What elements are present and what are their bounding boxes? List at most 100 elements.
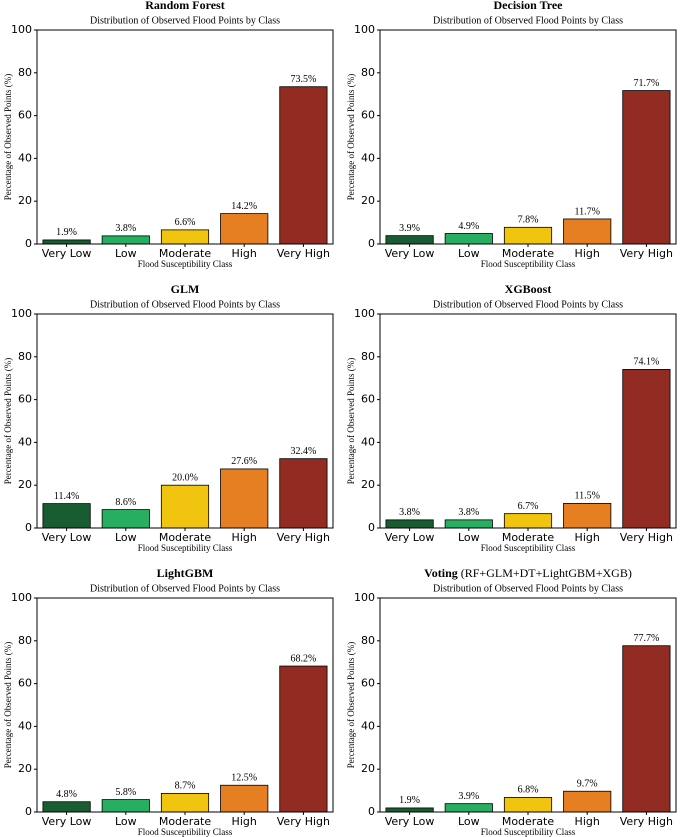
x-tick-label: Moderate (159, 531, 212, 544)
y-tick-label: 80 (361, 66, 375, 79)
y-tick-label: 80 (18, 634, 32, 647)
y-tick-label: 100 (11, 591, 32, 604)
y-axis-label: Percentage of Observed Points (%) (3, 358, 13, 484)
title-main: Decision Tree (494, 0, 564, 12)
y-tick-label: 100 (11, 307, 32, 320)
value-label: 68.2% (290, 653, 316, 664)
x-tick-label: Very Low (42, 247, 92, 260)
bar (220, 468, 269, 529)
y-axis-label: Percentage of Observed Points (%) (3, 642, 13, 768)
x-tick-label: Moderate (502, 531, 555, 544)
value-label: 77.7% (633, 633, 659, 644)
value-label: 73.5% (290, 74, 316, 85)
value-label: 27.6% (231, 456, 257, 467)
value-label: 20.0% (172, 472, 198, 483)
x-axis-label: Flood Susceptibility Class (138, 259, 233, 269)
y-axis-label: Percentage of Observed Points (%) (3, 74, 13, 200)
x-tick-label: High (575, 247, 600, 260)
y-tick-label: 0 (368, 805, 375, 818)
chart-panel: XGBoost Distribution of Observed Flood Po… (346, 282, 677, 553)
bar (42, 503, 91, 529)
value-label: 3.9% (458, 791, 479, 802)
bar (101, 799, 150, 813)
y-tick-label: 0 (368, 521, 375, 534)
y-axis-label: Percentage of Observed Points (%) (346, 358, 356, 484)
y-tick-label: 100 (354, 23, 375, 36)
bar (503, 797, 553, 813)
bar (220, 213, 269, 245)
axes-frame (36, 29, 334, 245)
y-tick-label: 40 (361, 151, 375, 164)
y-tick-label: 20 (361, 194, 375, 207)
x-tick-label: Very High (620, 815, 673, 828)
x-tick-label: Very High (620, 247, 673, 260)
bar (279, 458, 328, 529)
bar (42, 239, 91, 245)
bar (160, 484, 210, 529)
value-label: 4.8% (56, 789, 77, 800)
y-tick-label: 40 (18, 151, 32, 164)
title-main: Voting (424, 566, 458, 580)
y-tick-label: 20 (361, 762, 375, 775)
axes-frame (36, 313, 334, 529)
x-axis-label: Flood Susceptibility Class (481, 543, 576, 553)
value-label: 14.2% (231, 201, 257, 212)
y-tick-label: 0 (25, 237, 32, 250)
y-tick-label: 0 (25, 521, 32, 534)
y-tick-label: 60 (361, 109, 375, 122)
value-label: 4.9% (458, 221, 479, 232)
axes-frame (36, 597, 334, 813)
value-label: 8.7% (175, 781, 196, 792)
chart-subtitle: Distribution of Observed Flood Points by… (90, 583, 280, 594)
x-tick-label: Low (115, 531, 137, 544)
chart-panel: Decision Tree Distribution of Observed Fl… (346, 0, 677, 269)
y-tick-label: 80 (18, 350, 32, 363)
y-axis-label: Percentage of Observed Points (%) (346, 642, 356, 768)
value-label: 12.5% (231, 773, 257, 784)
y-tick-label: 100 (354, 591, 375, 604)
x-axis-label: Flood Susceptibility Class (481, 827, 576, 837)
axes-frame (379, 29, 677, 245)
chart-panel: Random Forest Distribution of Observed Fl… (3, 0, 334, 269)
chart-panel: GLM Distribution of Observed Flood Points… (3, 282, 334, 553)
x-tick-label: Very High (277, 815, 330, 828)
chart-subtitle: Distribution of Observed Flood Points by… (433, 299, 623, 310)
bar (563, 790, 612, 813)
y-tick-label: 0 (368, 237, 375, 250)
value-label: 8.6% (115, 497, 136, 508)
bar (385, 807, 434, 813)
bar (563, 218, 612, 245)
y-tick-label: 60 (361, 677, 375, 690)
x-tick-label: Very Low (385, 247, 435, 260)
title-main: GLM (171, 282, 200, 296)
x-tick-label: High (232, 247, 257, 260)
y-tick-label: 40 (361, 435, 375, 448)
x-axis-label: Flood Susceptibility Class (481, 259, 576, 269)
x-tick-label: High (232, 531, 257, 544)
value-label: 74.1% (633, 357, 659, 368)
y-tick-label: 100 (11, 23, 32, 36)
value-label: 6.6% (175, 217, 196, 228)
x-tick-label: Very Low (385, 531, 435, 544)
value-label: 32.4% (290, 446, 316, 457)
y-tick-label: 40 (18, 719, 32, 732)
value-label: 11.4% (54, 491, 79, 502)
y-tick-label: 100 (354, 307, 375, 320)
x-tick-label: High (575, 531, 600, 544)
chart-panel: LightGBM Distribution of Observed Flood P… (3, 566, 334, 837)
y-tick-label: 20 (361, 478, 375, 491)
x-axis-label: Flood Susceptibility Class (138, 827, 233, 837)
chart-subtitle: Distribution of Observed Flood Points by… (90, 299, 280, 310)
bar (503, 226, 553, 245)
y-tick-label: 60 (18, 393, 32, 406)
x-tick-label: Very High (277, 531, 330, 544)
x-tick-label: Moderate (502, 815, 555, 828)
bar (101, 235, 150, 245)
y-tick-label: 60 (361, 393, 375, 406)
y-tick-label: 80 (361, 634, 375, 647)
value-label: 6.8% (518, 785, 539, 796)
value-label: 5.8% (115, 787, 136, 798)
value-label: 3.9% (399, 223, 420, 234)
bar (101, 509, 150, 529)
bar (42, 801, 91, 813)
